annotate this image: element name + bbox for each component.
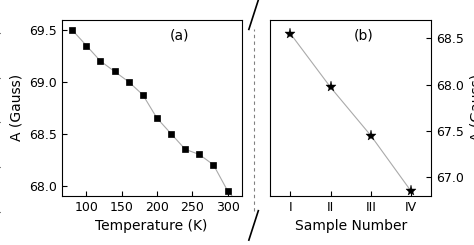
Y-axis label: A (Gauss): A (Gauss)	[470, 74, 474, 141]
X-axis label: Sample Number: Sample Number	[295, 220, 407, 233]
Y-axis label: A (Gauss): A (Gauss)	[9, 74, 23, 141]
Text: (a): (a)	[170, 28, 189, 42]
X-axis label: Temperature (K): Temperature (K)	[95, 220, 208, 233]
Text: (b): (b)	[354, 28, 374, 42]
